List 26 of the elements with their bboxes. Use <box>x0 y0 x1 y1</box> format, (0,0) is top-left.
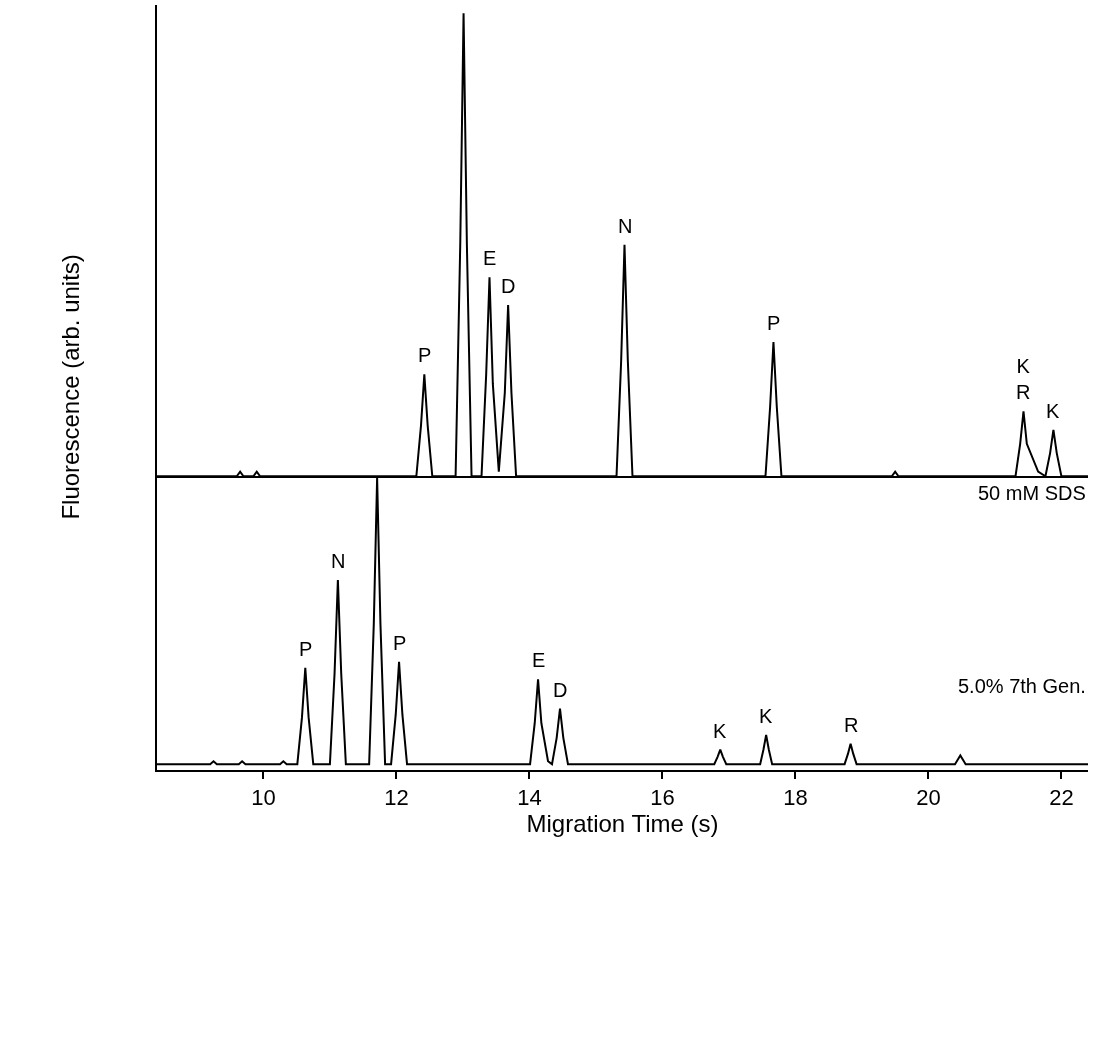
annotation: D <box>501 275 516 297</box>
annotation: P <box>418 344 432 366</box>
x-tick-label: 12 <box>384 785 409 811</box>
x-tick-label: 18 <box>783 785 808 811</box>
annotation: K R <box>1016 355 1031 403</box>
x-tick-label: 20 <box>916 785 941 811</box>
annotation: K <box>759 705 773 727</box>
x-tick-label: 14 <box>517 785 542 811</box>
annotation: D <box>553 679 568 701</box>
annotation: N <box>618 215 633 237</box>
annotation: E <box>532 649 546 671</box>
annotation: R <box>844 714 859 736</box>
x-tick-label: 22 <box>1049 785 1074 811</box>
x-tick-label: 10 <box>251 785 276 811</box>
annotation: P <box>393 632 407 654</box>
annotation: P <box>767 312 781 334</box>
annotation: 5.0% 7th Gen. <box>958 675 1086 697</box>
annotation: N <box>331 550 346 572</box>
annotation: E <box>483 247 497 269</box>
x-tick-label: 16 <box>650 785 675 811</box>
annotation: K <box>1046 400 1060 422</box>
x-axis-title: Migration Time (s) <box>526 810 719 838</box>
annotation: P <box>299 638 313 660</box>
y-axis-title: Fluorescence (arb. units) <box>56 254 84 520</box>
annotation: 50 mM SDS <box>978 482 1086 504</box>
annotation: K <box>713 720 727 742</box>
